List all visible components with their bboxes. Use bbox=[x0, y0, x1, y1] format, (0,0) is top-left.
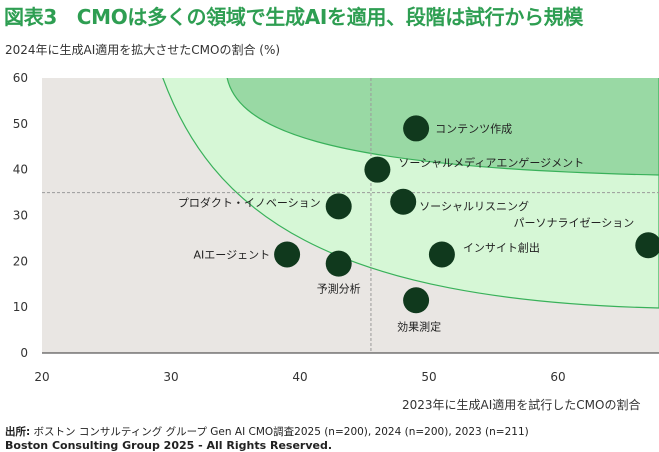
data-point-label: パーソナライゼーション bbox=[514, 216, 635, 229]
y-tick-label: 30 bbox=[13, 209, 28, 223]
x-tick-label: 40 bbox=[292, 370, 307, 384]
x-tick-label: 50 bbox=[421, 370, 436, 384]
x-axis-title: 2023年に生成AI適用を試行したCMOの割合 bbox=[402, 397, 640, 412]
scatter-chart: 0 10 20 30 40 50 60 20 30 40 50 60 コンテンツ作成ソーシャルメディ… bbox=[13, 71, 659, 412]
data-point-label: ソーシャルリスニング bbox=[419, 199, 529, 213]
data-point-label: 予測分析 bbox=[317, 282, 361, 296]
x-tick-labels: 20 30 40 50 60 bbox=[34, 370, 565, 384]
data-point-label: プロダクト・イノベーション bbox=[178, 195, 321, 209]
y-tick-label: 10 bbox=[13, 300, 28, 314]
data-point bbox=[635, 232, 659, 259]
data-point bbox=[403, 115, 430, 142]
data-point bbox=[364, 156, 391, 183]
chart-title: 図表3 CMOは多くの領域で生成AIを適用、段階は試行から規模 bbox=[4, 5, 584, 29]
x-tick-label: 30 bbox=[163, 370, 178, 384]
y-tick-label: 60 bbox=[13, 71, 28, 85]
y-tick-label: 0 bbox=[20, 346, 28, 360]
data-point-label: 効果測定 bbox=[397, 319, 441, 333]
y-tick-label: 20 bbox=[13, 254, 28, 268]
copyright-text: Boston Consulting Group 2025 - All Right… bbox=[5, 439, 333, 452]
x-tick-label: 60 bbox=[550, 370, 565, 384]
data-point bbox=[390, 188, 417, 215]
x-tick-label: 20 bbox=[34, 370, 49, 384]
y-axis-title: 2024年に生成AI適用を拡大させたCMOの割合 (%) bbox=[5, 43, 281, 57]
data-point bbox=[274, 241, 301, 268]
source-note: 出所: ボストン コンサルティング グループ Gen AI CMO調査2025 … bbox=[5, 424, 529, 439]
y-tick-labels: 0 10 20 30 40 50 60 bbox=[13, 71, 28, 360]
data-point bbox=[403, 287, 430, 314]
y-tick-label: 50 bbox=[13, 117, 28, 131]
y-tick-label: 40 bbox=[13, 163, 28, 177]
data-point-label: コンテンツ作成 bbox=[435, 122, 512, 135]
source-text: ボストン コンサルティング グループ Gen AI CMO調査2025 (n=2… bbox=[30, 426, 529, 438]
data-point bbox=[325, 250, 352, 277]
data-point bbox=[428, 241, 455, 268]
data-point-label: インサイト創出 bbox=[463, 240, 540, 254]
data-point-label: AIエージェント bbox=[194, 248, 271, 261]
data-point bbox=[325, 193, 352, 220]
dark-green-zone bbox=[226, 78, 659, 176]
data-point-label: ソーシャルメディアエンゲージメント bbox=[398, 156, 584, 170]
source-label: 出所: bbox=[5, 426, 31, 438]
